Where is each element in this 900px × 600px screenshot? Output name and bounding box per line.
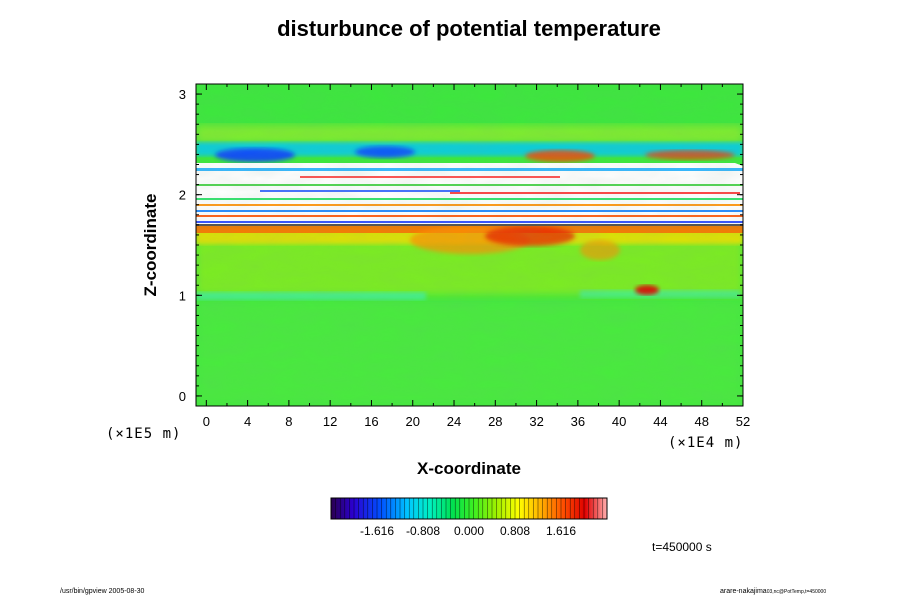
y-tick-label-1: 1 xyxy=(179,288,186,303)
chart-title: disturbunce of potential temperature xyxy=(277,16,661,41)
footer-right-sub: 03,nc@PotTemp,t=450000 xyxy=(766,589,827,595)
x-axis-unit: (×1E4 m) xyxy=(668,435,744,451)
x-tick-label-1: 4 xyxy=(244,414,251,429)
x-tick-label-4: 16 xyxy=(364,414,378,429)
x-tick-label-5: 20 xyxy=(406,414,420,429)
y-axis-unit: (×1E5 m) xyxy=(106,426,182,442)
x-tick-label-10: 40 xyxy=(612,414,626,429)
x-tick-label-0: 0 xyxy=(203,414,210,429)
x-axis: 0 4 8 12 16 20 24 28 32 36 40 44 48 52 xyxy=(203,84,750,429)
x-tick-label-6: 24 xyxy=(447,414,461,429)
x-tick-label-13: 52 xyxy=(736,414,750,429)
x-tick-label-8: 32 xyxy=(529,414,543,429)
x-tick-label-11: 44 xyxy=(653,414,667,429)
colorbar-tick-label-4: 1.616 xyxy=(546,524,576,538)
y-axis: 0 1 2 3 xyxy=(179,87,743,404)
x-tick-label-9: 36 xyxy=(571,414,585,429)
colorbar: -1.616 -0.808 0.000 0.808 1.616 xyxy=(330,497,608,538)
footer-left: /usr/bin/gpview 2005-08-30 xyxy=(60,588,145,595)
y-tick-label-2: 2 xyxy=(179,188,186,203)
x-tick-label-7: 28 xyxy=(488,414,502,429)
x-axis-label: X-coordinate xyxy=(417,459,521,478)
x-tick-label-3: 12 xyxy=(323,414,337,429)
colorbar-tick-label-2: 0.000 xyxy=(454,524,484,538)
colorbar-tick-label-0: -1.616 xyxy=(360,524,394,538)
heatmap-field xyxy=(196,84,743,406)
x-tick-label-2: 8 xyxy=(285,414,292,429)
x-tick-label-12: 48 xyxy=(694,414,708,429)
footer-right: arare-nakajima03,nc@PotTemp,t=450000 xyxy=(720,588,826,595)
y-axis-label: Z-coordinate xyxy=(141,193,160,297)
y-tick-label-0: 0 xyxy=(179,389,186,404)
colorbar-tick-label-3: 0.808 xyxy=(500,524,530,538)
time-annotation: t=450000 s xyxy=(652,540,712,554)
y-tick-label-3: 3 xyxy=(179,87,186,102)
colorbar-tick-label-1: -0.808 xyxy=(406,524,440,538)
footer-right-main: arare-nakajima xyxy=(720,588,767,595)
